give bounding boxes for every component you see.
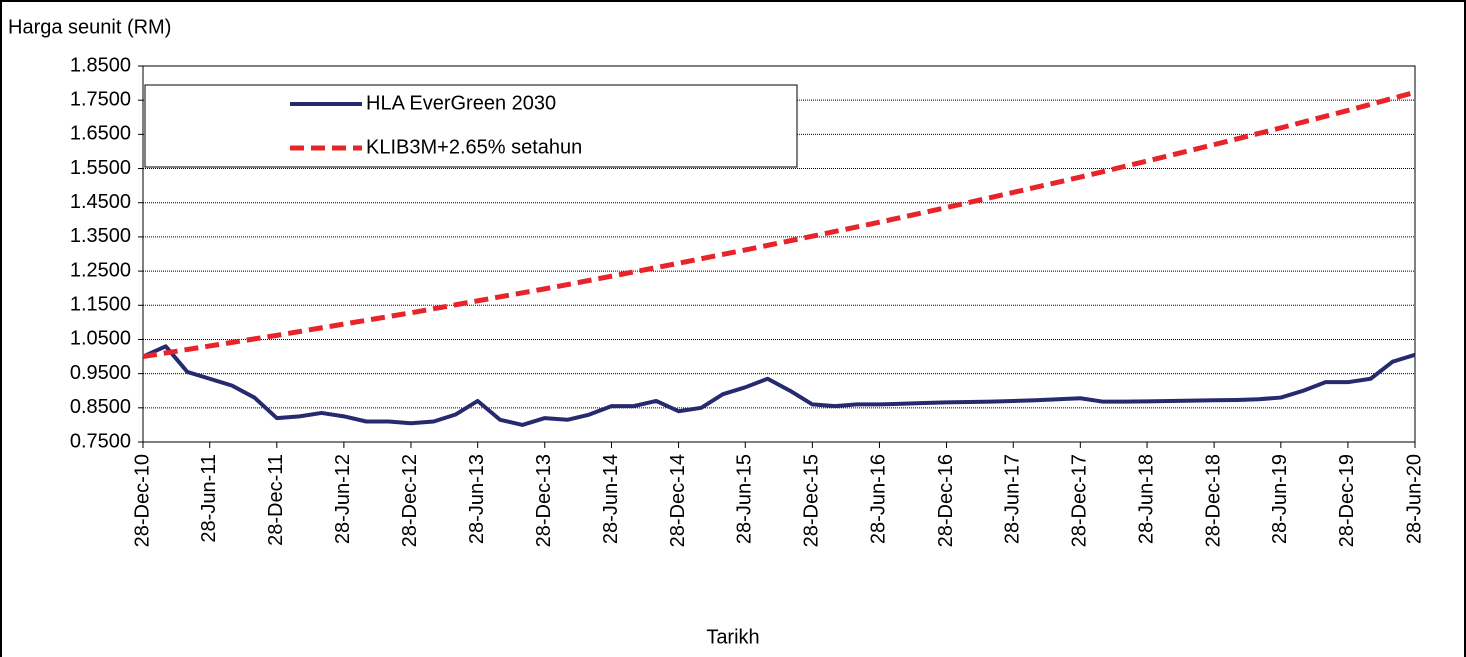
x-tick-label: 28-Jun-19 — [1269, 454, 1291, 544]
y-tick-label: 1.8500 — [70, 54, 131, 76]
x-tick-label: 28-Dec-11 — [265, 454, 287, 546]
legend-box — [144, 84, 798, 168]
x-tick-label: 28-Dec-13 — [533, 454, 555, 547]
y-axis-label: Harga seunit (RM) — [8, 16, 171, 38]
y-tick-label: 1.2500 — [70, 259, 131, 281]
x-tick-label: 28-Jun-11 — [198, 454, 220, 543]
x-tick-label: 28-Dec-18 — [1202, 454, 1224, 547]
x-tick-label: 28-Jun-15 — [734, 454, 756, 544]
x-tick-label: 28-Jun-17 — [1002, 454, 1024, 544]
x-tick-label: 28-Jun-12 — [332, 454, 354, 544]
x-tick-label: 28-Jun-20 — [1403, 454, 1425, 544]
y-tick-label: 0.7500 — [70, 430, 131, 452]
x-tick-label: 28-Dec-14 — [667, 454, 689, 547]
x-tick-label: 28-Jun-16 — [868, 454, 890, 544]
x-tick-label: 28-Dec-10 — [131, 454, 153, 547]
y-tick-label: 1.6500 — [70, 123, 131, 145]
y-tick-label: 1.4500 — [70, 191, 131, 213]
x-tick-label: 28-Jun-18 — [1135, 454, 1157, 544]
x-tick-label: 28-Dec-12 — [399, 454, 421, 547]
y-tick-label: 1.1500 — [70, 294, 131, 316]
x-tick-label: 28-Dec-17 — [1069, 454, 1091, 547]
x-tick-label: 28-Dec-16 — [935, 454, 957, 547]
data-line — [142, 344, 1416, 427]
x-tick-label: 28-Jun-13 — [466, 454, 488, 544]
legend-label: HLA EverGreen 2030 — [366, 92, 556, 114]
x-tick-label: 28-Dec-15 — [801, 454, 823, 547]
data-line — [142, 89, 1416, 360]
y-tick-label: 0.9500 — [70, 362, 131, 384]
y-tick-label: 0.8500 — [70, 396, 131, 418]
x-axis-label: Tarikh — [706, 626, 759, 648]
y-tick-label: 1.3500 — [70, 225, 131, 247]
y-tick-label: 1.0500 — [70, 328, 131, 350]
y-tick-label: 1.7500 — [70, 88, 131, 110]
y-tick-label: 1.5500 — [70, 157, 131, 179]
x-tick-label: 28-Dec-19 — [1336, 454, 1358, 547]
x-tick-label: 28-Jun-14 — [600, 454, 622, 544]
legend-label: KLIB3M+2.65% setahun — [366, 136, 582, 158]
